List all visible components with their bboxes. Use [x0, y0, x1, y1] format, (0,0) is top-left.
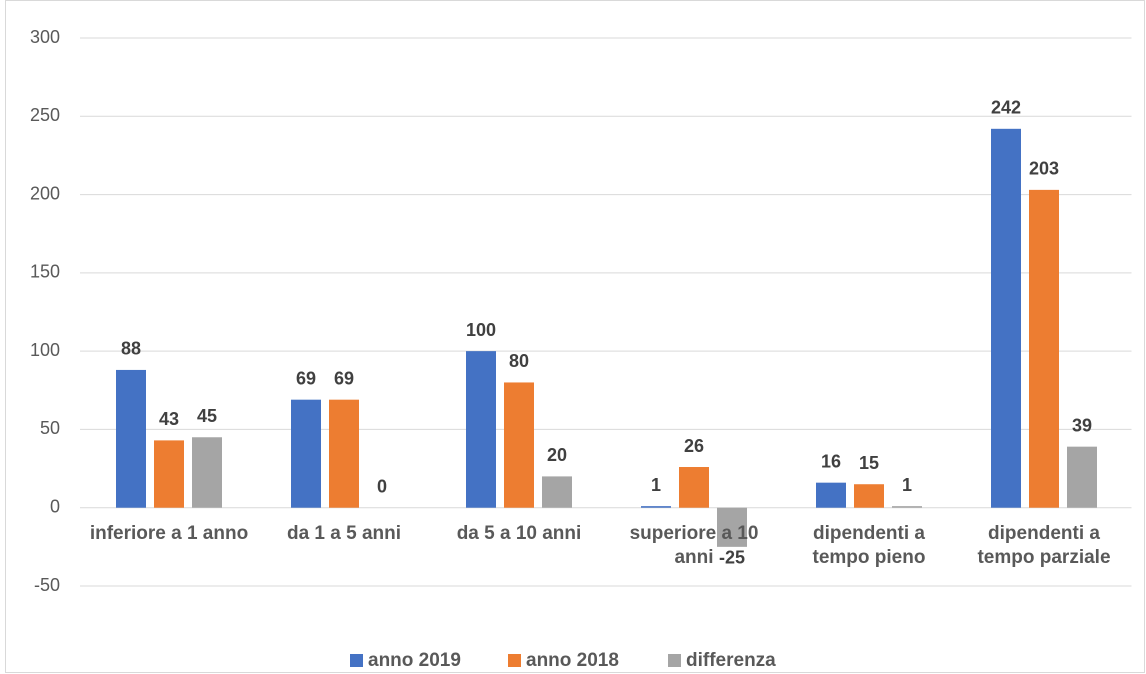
bar	[717, 507, 747, 547]
x-tick-label: dipendenti a tempo parziale	[977, 523, 1111, 568]
bar	[679, 467, 709, 508]
data-label: 39	[1072, 415, 1092, 435]
y-tick-label: 150	[30, 262, 60, 282]
legend-label: differenza	[686, 650, 776, 671]
bar	[854, 484, 884, 508]
bar	[466, 351, 496, 508]
bar	[542, 476, 572, 508]
data-label: 45	[197, 406, 217, 426]
legend-label: anno 2019	[368, 650, 461, 671]
legend-swatch	[508, 654, 521, 667]
bar	[504, 382, 534, 508]
y-tick-label: 100	[30, 340, 60, 360]
data-label: 242	[991, 98, 1021, 118]
bar	[1029, 189, 1059, 508]
data-label: 16	[821, 451, 841, 471]
data-label: 69	[334, 368, 354, 388]
x-tick-label: dipendenti a tempo pieno	[812, 523, 926, 568]
legend-swatch	[668, 654, 681, 667]
y-tick-label: 200	[30, 183, 60, 203]
y-tick-label: 0	[50, 496, 60, 516]
bar	[1067, 446, 1097, 508]
y-tick-label: 250	[30, 105, 60, 125]
x-tick-label: superiore a 10 anni	[629, 523, 759, 568]
data-label: 20	[547, 445, 567, 465]
y-tick-label: 300	[30, 27, 60, 47]
data-label: 100	[466, 320, 496, 340]
x-tick-label: da 1 a 5 anni	[286, 523, 402, 544]
data-label: 69	[296, 368, 316, 388]
data-label: 26	[684, 436, 704, 456]
y-tick-label: 50	[40, 418, 60, 438]
bar	[192, 437, 222, 508]
data-label: 88	[121, 339, 141, 359]
chart-border	[5, 0, 1145, 673]
data-label: 80	[509, 351, 529, 371]
bar	[641, 506, 671, 508]
x-tick-label: da 5 a 10 anni	[456, 523, 582, 544]
bar	[816, 482, 846, 508]
data-label: 15	[859, 453, 879, 473]
legend-label: anno 2018	[526, 650, 619, 671]
x-tick-label: inferiore a 1 anno	[89, 523, 249, 544]
legend-swatch	[350, 654, 363, 667]
bar	[116, 369, 146, 508]
data-label: 0	[377, 476, 387, 496]
bar	[329, 399, 359, 508]
data-label: -25	[719, 548, 745, 568]
bar	[892, 506, 922, 508]
data-label: 1	[902, 475, 912, 495]
data-label: 203	[1029, 159, 1059, 179]
data-label: 1	[651, 475, 661, 495]
bar	[991, 128, 1021, 508]
bar	[291, 399, 321, 508]
bar	[154, 440, 184, 508]
data-label: 43	[159, 409, 179, 429]
y-tick-label: -50	[34, 575, 60, 595]
